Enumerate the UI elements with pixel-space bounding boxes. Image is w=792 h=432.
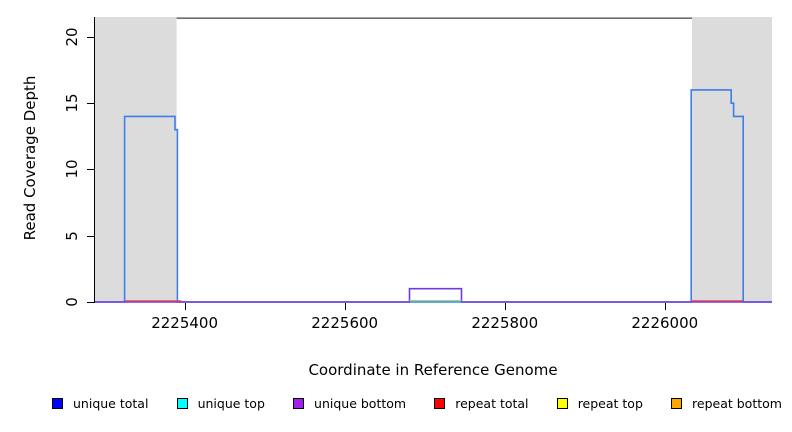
repeat-top-swatch xyxy=(556,398,568,409)
y-axis-tick-label: 5 xyxy=(63,230,81,241)
legend-label: repeat bottom xyxy=(692,396,782,411)
legend-item-unique-top: unique top xyxy=(176,396,265,411)
y-axis-tick xyxy=(87,103,94,105)
y-axis-tick xyxy=(87,235,94,237)
plot-area xyxy=(95,17,772,303)
y-axis-tick-label: 15 xyxy=(63,93,81,113)
legend-item-unique-bottom: unique bottom xyxy=(293,396,406,411)
x-axis-tick-label: 2225600 xyxy=(311,314,379,332)
repeat-total-swatch xyxy=(434,398,446,409)
legend-label: unique total xyxy=(73,396,149,411)
x-axis-tick xyxy=(344,303,346,310)
x-axis-tick-label: 2226000 xyxy=(631,314,699,332)
legend-label: unique bottom xyxy=(314,396,407,411)
unique-bottom-swatch xyxy=(293,398,305,409)
repeat-bottom-swatch xyxy=(671,398,683,409)
x-axis-tick xyxy=(504,303,506,310)
legend-item-repeat-top: repeat top xyxy=(556,396,643,411)
legend-item-unique-total: unique total xyxy=(52,396,148,411)
coverage-chart xyxy=(95,17,772,303)
unique-total-swatch xyxy=(52,398,63,409)
y-axis-tick xyxy=(87,36,94,38)
x-axis-tick xyxy=(184,303,186,310)
legend-item-repeat-total: repeat total xyxy=(434,396,529,411)
legend-label: unique top xyxy=(197,396,265,411)
y-axis-tick xyxy=(87,169,94,171)
x-axis-tick-label: 2225800 xyxy=(471,314,539,332)
y-axis-tick-label: 20 xyxy=(63,27,81,47)
unique-top-swatch xyxy=(176,398,188,409)
y-axis-tick xyxy=(87,302,94,303)
x-axis-tick-label: 2225400 xyxy=(151,314,219,332)
y-axis-title: Read Coverage Depth xyxy=(21,75,39,241)
legend: unique total unique top unique bottom re… xyxy=(52,396,782,411)
y-axis-line xyxy=(94,17,95,303)
y-axis-tick-label: 10 xyxy=(63,159,81,179)
y-axis-tick-label: 0 xyxy=(63,297,81,307)
legend-label: repeat total xyxy=(455,396,529,411)
legend-item-repeat-bottom: repeat bottom xyxy=(671,396,782,411)
x-axis-tick xyxy=(664,303,666,310)
x-axis-title: Coordinate in Reference Genome xyxy=(308,361,558,379)
legend-label: repeat top xyxy=(577,396,643,411)
